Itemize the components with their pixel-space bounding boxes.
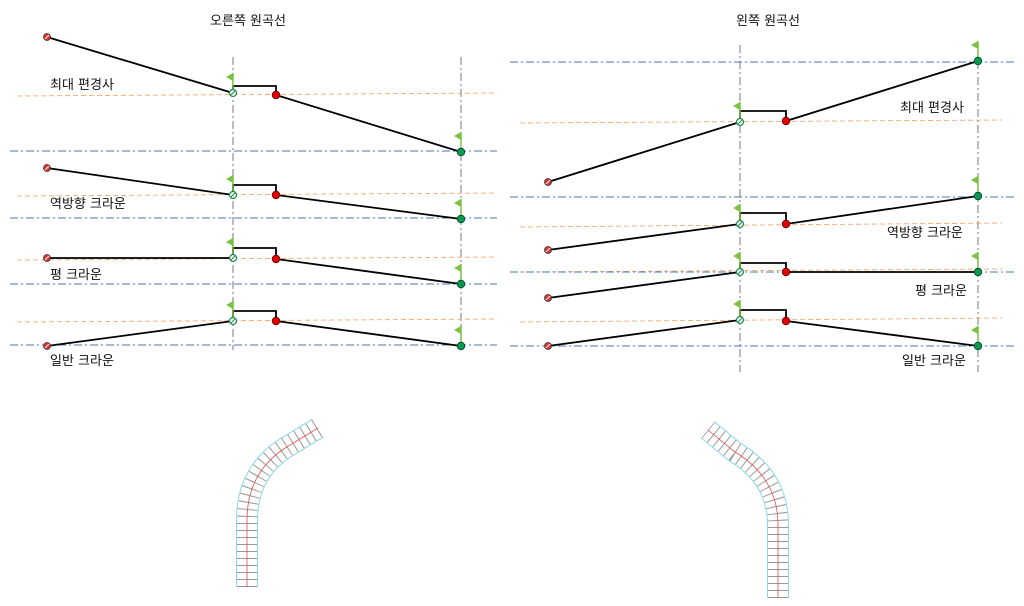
red-node-icon — [781, 267, 791, 277]
start-node-hatch — [44, 34, 50, 40]
break-node-hatch — [230, 318, 236, 324]
flag-icon — [454, 326, 461, 334]
start-node-hatch — [44, 255, 50, 261]
right-curve-plan-centerline — [246, 427, 319, 587]
break-node-hatch — [737, 119, 743, 125]
label-reverse-crown-left: 역방향 크라운 — [887, 226, 963, 241]
left-curve-title: 왼쪽 원곡선 — [736, 14, 800, 29]
reference-dashed-line — [519, 119, 1003, 124]
red-node-icon — [271, 316, 281, 326]
flag-icon — [971, 41, 978, 49]
end-node-icon — [456, 214, 466, 224]
cross-slope-profile — [47, 247, 462, 285]
break-node-hatch — [230, 90, 236, 96]
cross-slope-profile — [46, 36, 462, 153]
right-curve-title: 오른쪽 원곡선 — [210, 14, 286, 29]
red-node-icon — [271, 190, 281, 200]
label-normal-crown-right: 일반 크라운 — [50, 354, 114, 369]
red-node-icon — [781, 316, 791, 326]
left-curve-plan-centerline — [707, 429, 779, 598]
end-node-icon — [973, 341, 983, 351]
cross-slope-profile — [46, 167, 462, 220]
cross-slope-profile — [547, 262, 978, 299]
flag-icon — [971, 176, 978, 184]
start-node-hatch — [545, 247, 551, 253]
label-reverse-crown-right: 역방향 크라운 — [50, 197, 126, 212]
label-max-superelevation-left: 최대 편경사 — [900, 101, 964, 116]
cross-slope-profile — [547, 60, 979, 183]
flag-icon — [226, 301, 233, 309]
flag-icon — [454, 132, 461, 140]
red-node-icon — [271, 90, 281, 100]
label-normal-crown-left: 일반 크라운 — [902, 354, 966, 369]
start-node-hatch — [545, 295, 551, 301]
flag-icon — [733, 102, 740, 110]
flag-icon — [454, 199, 461, 207]
red-node-icon — [781, 219, 791, 229]
flag-icon — [733, 204, 740, 212]
break-node-hatch — [230, 255, 236, 261]
reference-dashed-line — [16, 318, 498, 323]
reference-dashed-line — [519, 317, 1003, 323]
end-node-icon — [456, 279, 466, 289]
label-max-superelevation-right: 최대 편경사 — [50, 78, 114, 93]
label-flat-crown-left: 평 크라운 — [915, 284, 967, 299]
end-node-icon — [973, 191, 983, 201]
flag-icon — [226, 175, 233, 183]
flag-icon — [226, 238, 233, 246]
flag-icon — [733, 300, 740, 308]
end-node-icon — [456, 147, 466, 157]
start-node-hatch — [545, 343, 551, 349]
red-node-icon — [781, 116, 791, 126]
cross-slope-profile — [46, 310, 462, 347]
flag-icon — [226, 73, 233, 81]
start-node-hatch — [44, 343, 50, 349]
break-node-hatch — [737, 221, 743, 227]
end-node-icon — [973, 267, 983, 277]
break-node-hatch — [737, 317, 743, 323]
flag-icon — [971, 252, 978, 260]
break-node-hatch — [230, 192, 236, 198]
end-node-icon — [973, 56, 983, 66]
flag-icon — [454, 264, 461, 272]
flag-icon — [733, 252, 740, 260]
start-node-hatch — [545, 179, 551, 185]
label-flat-crown-right: 평 크라운 — [50, 268, 102, 283]
red-node-icon — [271, 254, 281, 264]
cross-slope-profile — [547, 309, 979, 347]
end-node-icon — [456, 341, 466, 351]
reference-dashed-line — [16, 92, 498, 97]
reference-dashed-line — [519, 222, 1003, 228]
flag-icon — [971, 326, 978, 334]
reference-dashed-line — [16, 256, 498, 261]
reference-dashed-line — [16, 192, 498, 197]
reference-dashed-line — [519, 268, 1003, 273]
start-node-hatch — [44, 165, 50, 171]
break-node-hatch — [737, 269, 743, 275]
cross-slope-profile — [547, 195, 979, 251]
